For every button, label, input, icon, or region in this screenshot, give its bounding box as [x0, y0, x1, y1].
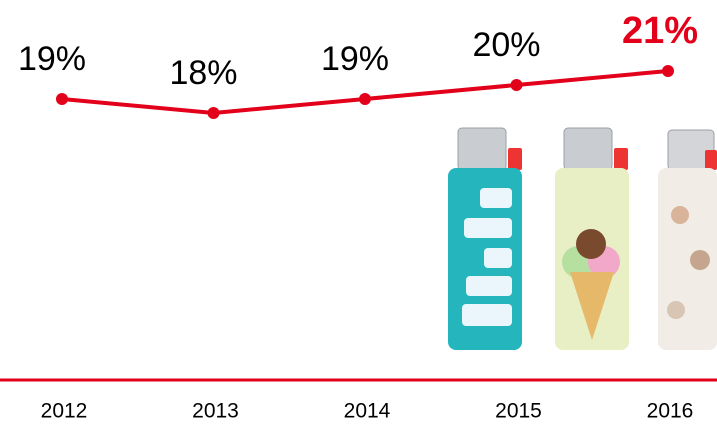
value-label: 19% [18, 40, 86, 78]
point [511, 79, 523, 91]
value-label: 20% [472, 26, 540, 64]
chart: 19% 18% 19% 20% 21% 2012 2013 2014 2015 2016 [0, 0, 717, 424]
x-tick-label: 2016 [647, 400, 694, 423]
point [662, 65, 674, 77]
lighter-ice-cream [555, 128, 629, 350]
lighter-teal [448, 128, 522, 350]
x-tick-label: 2015 [495, 400, 542, 423]
point [359, 93, 371, 105]
x-tick-label: 2012 [41, 400, 88, 423]
lighter-floral [658, 130, 717, 350]
x-tick-label: 2014 [344, 400, 391, 423]
x-tick-label: 2013 [192, 400, 239, 423]
value-label: 21% [622, 10, 698, 52]
value-label: 19% [321, 40, 389, 78]
point [208, 107, 220, 119]
point [56, 93, 68, 105]
value-label: 18% [169, 54, 237, 92]
